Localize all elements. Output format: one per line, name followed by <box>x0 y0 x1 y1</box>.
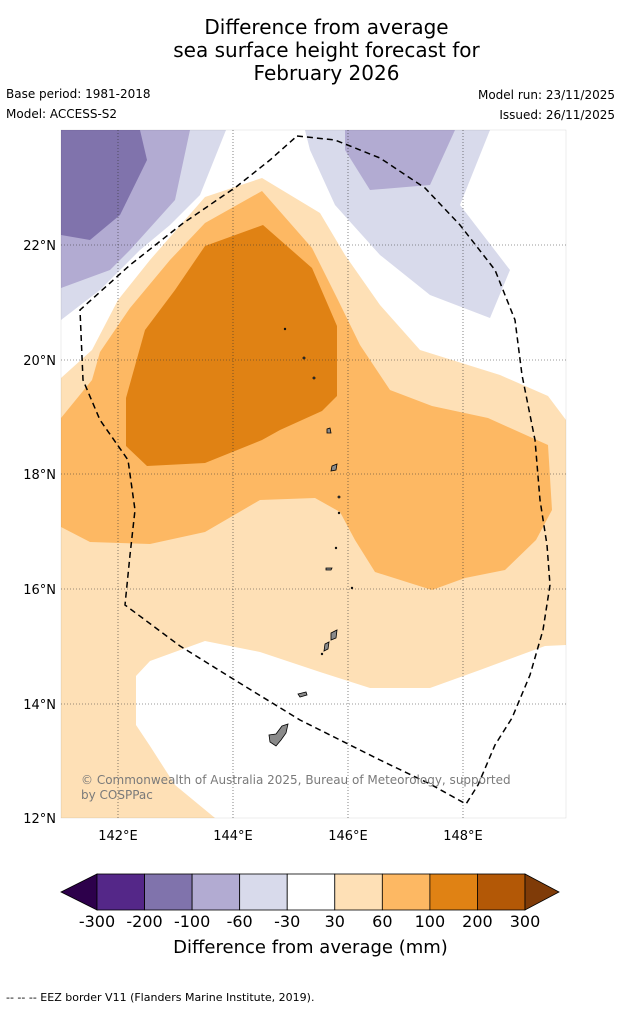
islands <box>268 327 354 747</box>
colorbar-segment <box>334 873 383 911</box>
colorbar-extend-high <box>524 873 560 911</box>
colorbar-segment <box>239 873 288 911</box>
colorbar-title: Difference from average (mm) <box>173 937 448 958</box>
colorbar-segment <box>286 873 336 911</box>
island-guam <box>268 723 289 747</box>
title-line-2: sea surface height forecast for <box>173 38 480 62</box>
colorbar-tick-label: -200 <box>126 912 162 931</box>
colorbar-extend-low <box>60 873 98 911</box>
island-small-1 <box>283 327 287 331</box>
colorbar-tick-label: -100 <box>174 912 210 931</box>
colorbar-tick-labels: -300 -200 -100 -60 -30 30 60 100 200 300 <box>79 912 540 931</box>
colorbar-tick-label: 60 <box>372 912 392 931</box>
contour-neg60-east <box>345 130 455 190</box>
gridlines <box>61 130 566 818</box>
colorbar-boxes <box>60 873 560 911</box>
lon-label-144e: 144°E <box>213 829 253 844</box>
lat-label-22n: 22°N <box>23 239 56 254</box>
island-small-7 <box>350 586 354 590</box>
island-tinian <box>323 641 330 652</box>
model-run-label: Model run: 23/11/2025 <box>477 88 615 102</box>
colorbar-segment <box>96 873 145 911</box>
copyright-credit: © Commonwealth of Australia 2025, Bureau… <box>81 773 511 802</box>
island-small-3 <box>312 376 316 380</box>
island-small-2 <box>302 356 306 360</box>
colorbar-tick-label: -300 <box>79 912 115 931</box>
lon-label-148e: 148°E <box>443 829 483 844</box>
eez-footnote: -- -- -- EEZ border V11 (Flanders Marine… <box>6 991 315 1004</box>
colorbar-tick-label: 100 <box>415 912 446 931</box>
eez-border <box>79 135 551 805</box>
title-line-1: Difference from average <box>204 15 449 39</box>
model-label: Model: ACCESS-S2 <box>6 107 118 121</box>
colorbar-tick-label: 200 <box>462 912 493 931</box>
colorbar-tick-label: -60 <box>227 912 253 931</box>
island-rota <box>297 691 308 698</box>
island-saipan <box>330 629 338 641</box>
island-agrihan <box>326 427 332 434</box>
base-period-label: Base period: 1981-2018 <box>6 87 151 101</box>
island-pagan <box>330 463 338 472</box>
longitude-labels: 142°E 144°E 146°E 148°E <box>98 829 483 844</box>
colorbar-tick-label: -30 <box>274 912 300 931</box>
colorbar-segment <box>381 873 431 911</box>
island-anatahan <box>325 567 333 571</box>
island-small-8 <box>320 652 324 656</box>
lat-label-20n: 20°N <box>23 354 56 369</box>
contour-neg100 <box>61 130 147 240</box>
colorbar-tick-label: 30 <box>325 912 345 931</box>
lat-label-14n: 14°N <box>23 698 56 713</box>
colorbar-segment <box>191 873 241 911</box>
colorbar-segment <box>477 873 526 911</box>
map-frame <box>60 129 567 819</box>
island-small-4 <box>337 495 341 499</box>
issued-label: Issued: 26/11/2025 <box>499 108 615 122</box>
colorbar-segment <box>429 873 478 911</box>
lon-label-142e: 142°E <box>98 829 138 844</box>
lat-label-16n: 16°N <box>23 583 56 598</box>
island-small-5 <box>337 511 341 515</box>
title-line-3: February 2026 <box>253 61 400 85</box>
latitude-labels: 22°N 20°N 18°N 16°N 14°N 12°N <box>23 239 56 827</box>
chart-title: Difference from average sea surface heig… <box>0 16 621 85</box>
lat-label-12n: 12°N <box>23 812 56 827</box>
contour-neg30-east <box>305 130 510 318</box>
colorbar-tick-label: 300 <box>510 912 541 931</box>
lon-label-146e: 146°E <box>328 829 368 844</box>
lat-label-18n: 18°N <box>23 468 56 483</box>
colorbar-segment <box>144 873 193 911</box>
island-small-6 <box>334 546 338 550</box>
contour-pos100 <box>126 225 337 466</box>
